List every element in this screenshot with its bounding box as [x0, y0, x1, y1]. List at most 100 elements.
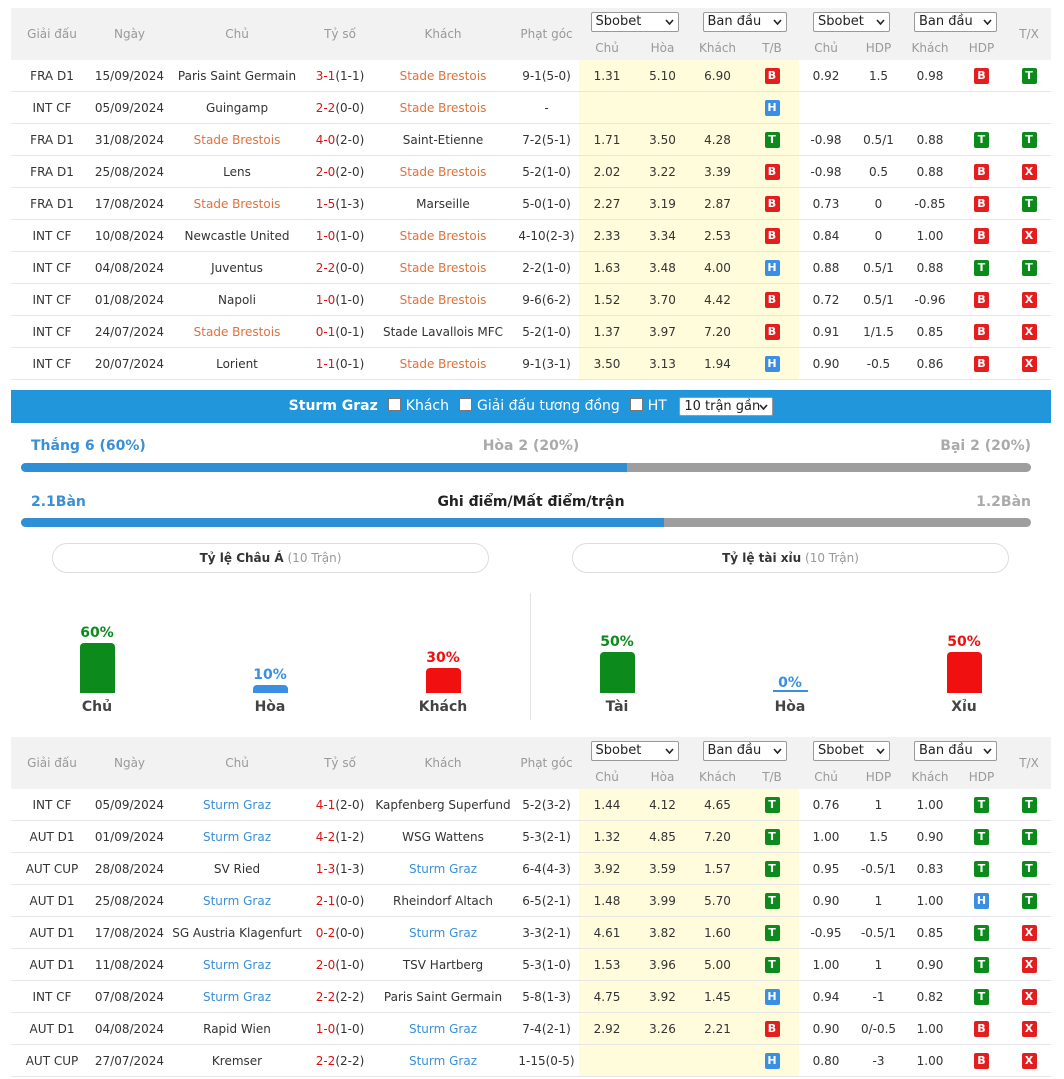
cell: 1: [853, 789, 904, 821]
cell-text: SV Ried: [213, 861, 261, 876]
cell: 28/08/2024: [93, 852, 166, 885]
cell-text: 1.00: [916, 228, 944, 243]
cell-text: 0.5/1: [863, 132, 894, 147]
result-badge: T: [764, 892, 780, 909]
cell: X: [1007, 155, 1051, 188]
cell: 0.92: [799, 60, 853, 92]
cell: Sturm Graz: [372, 916, 514, 949]
cell: 5-2(1-0): [514, 155, 579, 188]
bar-value: 30%: [426, 650, 460, 667]
cell: 3.82: [635, 916, 690, 949]
cell: 2-0(1-0): [308, 948, 372, 981]
bar-value: 10%: [253, 666, 287, 683]
cell-text: 1.5: [868, 68, 889, 83]
result-badge: T: [1021, 860, 1037, 877]
cell: 1.00: [904, 884, 956, 917]
cell-text: 4.61: [593, 925, 621, 940]
cell-text: 31/08/2024: [94, 132, 165, 147]
bar-name: Chủ: [81, 699, 113, 715]
checkbox[interactable]: [458, 398, 472, 411]
cell-text: 5-8(1-3): [522, 989, 571, 1004]
cell: B: [956, 60, 1007, 92]
cell: 3.99: [635, 884, 690, 917]
match-row: AUT D1 25/08/2024 Sturm Graz 2-1(0-0) Rheind…: [11, 884, 1051, 917]
cell: 1.48: [579, 884, 635, 917]
cell: 0: [853, 187, 904, 220]
cell: 05/09/2024: [93, 91, 166, 124]
select[interactable]: Ban đầu: [914, 11, 997, 32]
cell: 01/09/2024: [93, 820, 166, 853]
cell-text: 1.44: [593, 797, 621, 812]
cell: Stade Brestois: [372, 155, 514, 188]
cell: 0.88: [904, 123, 956, 156]
sub-header: Khách: [904, 764, 956, 789]
team-highlight: Stade Brestois: [193, 196, 281, 211]
cell-text: 25/08/2024: [94, 164, 165, 179]
table-body: FRA D1 15/09/2024 Paris Saint Germain 3-1(1…: [11, 60, 1051, 380]
result-badge: X: [1021, 924, 1037, 941]
cell-text: 9-6(6-2): [522, 292, 571, 307]
result-badge: X: [1021, 355, 1037, 372]
select[interactable]: Sbobet: [813, 11, 890, 32]
cell-text: 4.85: [649, 829, 676, 844]
half-score: (2-0): [335, 797, 365, 812]
asian-title: Tỷ lệ Châu Á: [199, 551, 284, 565]
cell: 3.50: [579, 347, 635, 380]
bar-value: 50%: [600, 633, 634, 650]
cell: 0.98: [904, 60, 956, 92]
cell: X: [1007, 315, 1051, 348]
result-badge: H: [764, 99, 780, 116]
chevron: [772, 747, 782, 754]
cell: 15/09/2024: [93, 60, 166, 92]
select-cell: Sbobet: [799, 737, 904, 764]
cell: 3.50: [635, 123, 690, 156]
result-badge: T: [764, 131, 780, 148]
cell: Sturm Graz: [166, 820, 308, 853]
cell: INT CF: [11, 315, 93, 348]
cell: 3.92: [579, 852, 635, 885]
cell-text: 11/08/2024: [94, 957, 165, 972]
cell-text: 0.90: [916, 829, 944, 844]
cell: Napoli: [166, 283, 308, 316]
cell-text: 6.90: [704, 68, 731, 83]
cell: B: [745, 283, 799, 316]
select-cell: Sbobet: [579, 737, 690, 764]
cell-text: -0.98: [810, 164, 842, 179]
checkbox[interactable]: [629, 398, 643, 411]
select[interactable]: Ban đầu: [702, 11, 787, 32]
cell: B: [956, 219, 1007, 252]
checkbox[interactable]: [387, 398, 401, 411]
result-badge: T: [1021, 796, 1037, 813]
col-header: Khách: [372, 737, 514, 789]
ou-header: Tỷ lệ tài xỉu (10 Trận): [572, 543, 1009, 573]
cell-text: INT CF: [32, 989, 72, 1004]
half-score: (0-0): [335, 260, 365, 275]
half-score: (1-1): [335, 68, 365, 83]
score: 1-0: [315, 292, 336, 307]
cell: H: [745, 251, 799, 284]
select[interactable]: Sbobet: [590, 740, 679, 761]
select[interactable]: Sbobet: [590, 11, 679, 32]
select[interactable]: 10 trận gần: [679, 397, 774, 416]
result-badge: T: [764, 860, 780, 877]
cell-text: 0.90: [812, 1021, 840, 1036]
select[interactable]: Sbobet: [813, 740, 890, 761]
bar-name: Khách: [418, 699, 468, 715]
cell-text: 28/08/2024: [94, 861, 165, 876]
select[interactable]: Ban đầu: [914, 740, 997, 761]
select[interactable]: Ban đầu: [702, 740, 787, 761]
cell: FRA D1: [11, 187, 93, 220]
cell: 2.02: [579, 155, 635, 188]
cell: 25/08/2024: [93, 884, 166, 917]
cell-text: SG Austria Klagenfurt: [172, 925, 302, 940]
cell: INT CF: [11, 91, 93, 124]
match-row: AUT CUP 28/08/2024 SV Ried 1-3(1-3) Sturm Gr…: [11, 852, 1051, 885]
sub-header: Chủ: [579, 764, 635, 789]
cell-text: AUT D1: [29, 1021, 75, 1036]
cell-text: 1.00: [812, 957, 840, 972]
score: 1-1: [315, 356, 336, 371]
table-body: INT CF 05/09/2024 Sturm Graz 4-1(2-0) Kapfen…: [11, 789, 1051, 1077]
result-badge: T: [764, 956, 780, 973]
cell: X: [1007, 1012, 1051, 1045]
result-badge: T: [764, 828, 780, 845]
